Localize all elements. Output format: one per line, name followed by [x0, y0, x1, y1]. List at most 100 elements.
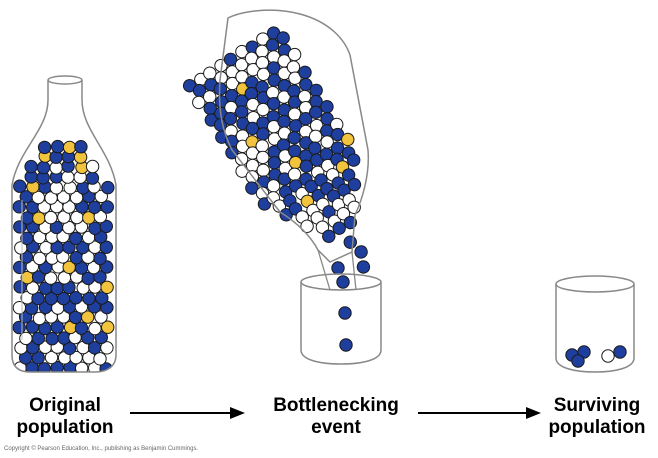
- ball-blue: [20, 231, 34, 246]
- falling-ball-blue: [331, 261, 345, 275]
- ball-white: [87, 260, 101, 275]
- ball-blue: [93, 270, 107, 284]
- copyright-notice: Copyright © Pearson Education, Inc., pub…: [4, 446, 199, 452]
- ball-white: [44, 271, 58, 285]
- ball-blue: [95, 291, 109, 305]
- original-population-balls: [12, 139, 115, 372]
- ball-blue: [223, 52, 238, 67]
- ball-blue: [31, 291, 45, 306]
- ball-white: [287, 107, 302, 121]
- ball-white: [203, 90, 217, 104]
- ball-white: [56, 190, 71, 204]
- ball-blue: [50, 360, 64, 372]
- label-bottleneck-line1: Bottlenecking: [273, 395, 399, 416]
- ball-yellow: [62, 140, 77, 155]
- label-surviving-line2: population: [548, 417, 646, 438]
- label-original-line1: Original: [29, 395, 101, 416]
- label-original-line2: population: [16, 417, 114, 438]
- arrow-2: [418, 407, 541, 419]
- ball-blue: [13, 179, 27, 193]
- ball-blue: [299, 77, 313, 92]
- ball-blue: [330, 127, 345, 142]
- pouring-bottle: [182, 26, 371, 274]
- falling-ball-blue: [339, 338, 353, 352]
- ball-blue: [69, 231, 83, 246]
- ball-blue: [85, 171, 100, 185]
- label-bottleneck-line2: event: [311, 417, 361, 438]
- ball-yellow: [100, 280, 114, 294]
- surviving-ball-blue: [571, 354, 585, 368]
- ball-blue: [276, 31, 290, 45]
- surviving-ball-white: [601, 349, 615, 363]
- ball-blue: [346, 153, 361, 167]
- ball-blue: [277, 103, 292, 117]
- ball-blue: [288, 144, 302, 158]
- ball-blue: [62, 240, 76, 255]
- ball-white: [287, 47, 302, 62]
- ball-blue: [245, 181, 259, 195]
- ball-white: [44, 350, 59, 365]
- ball-blue: [320, 100, 334, 114]
- ball-blue: [322, 229, 336, 243]
- ball-blue: [100, 200, 115, 214]
- ball-blue: [51, 139, 65, 154]
- ball-blue: [81, 331, 95, 345]
- ball-blue: [298, 65, 312, 80]
- original-bottle-outline: [11, 80, 117, 373]
- ball-blue: [245, 75, 259, 90]
- falling-ball-blue: [336, 275, 350, 289]
- ball-blue: [69, 291, 83, 305]
- ball-white: [44, 210, 58, 225]
- ball-blue: [62, 341, 77, 355]
- ball-blue: [13, 220, 27, 234]
- ball-blue: [37, 140, 52, 155]
- label-original-population: Original population: [2, 395, 128, 439]
- ball-blue: [74, 140, 88, 154]
- ball-blue: [223, 111, 238, 126]
- ball-blue: [36, 160, 51, 175]
- ball-blue: [99, 240, 114, 254]
- ball-blue: [50, 320, 64, 334]
- ball-white: [93, 352, 107, 366]
- ball-blue: [256, 127, 270, 141]
- bottleneck-bottle-balls: [182, 26, 371, 274]
- original-bottle-mouth: [47, 75, 83, 85]
- ball-yellow: [32, 211, 46, 225]
- pouring-bottle-outline: [218, 9, 370, 263]
- ball-blue: [93, 251, 107, 266]
- ball-blue: [101, 180, 115, 195]
- ball-blue: [356, 260, 371, 274]
- original-bottle: [11, 75, 117, 373]
- ball-blue: [347, 177, 362, 192]
- ball-yellow: [101, 320, 115, 334]
- ball-yellow: [81, 310, 95, 324]
- ball-yellow: [341, 132, 355, 147]
- ball-blue: [309, 83, 323, 98]
- ball-white: [287, 167, 302, 182]
- surviving-population-balls: [565, 345, 627, 368]
- ball-blue: [99, 219, 114, 234]
- ball-white: [85, 159, 100, 174]
- ball-blue: [24, 159, 38, 174]
- ball-blue: [287, 131, 301, 145]
- falling-ball-blue: [338, 306, 352, 320]
- label-bottlenecking-event: Bottlenecking event: [256, 395, 416, 439]
- ball-blue: [224, 89, 239, 103]
- bottleneck-cup: [300, 273, 382, 365]
- falling-balls: [331, 261, 353, 352]
- arrow-1: [130, 407, 245, 419]
- ball-white: [255, 139, 269, 153]
- ball-white: [94, 310, 108, 324]
- label-surviving-line1: Surviving: [553, 395, 641, 416]
- ball-blue: [37, 362, 51, 372]
- surviving-ball-blue: [613, 345, 627, 359]
- ball-white: [32, 311, 47, 326]
- ball-blue: [74, 321, 89, 335]
- label-surviving-population: Surviving population: [540, 395, 654, 439]
- ball-blue: [354, 245, 368, 259]
- ball-blue: [330, 141, 345, 155]
- surviving-cup: [555, 275, 635, 373]
- ball-white: [256, 163, 270, 177]
